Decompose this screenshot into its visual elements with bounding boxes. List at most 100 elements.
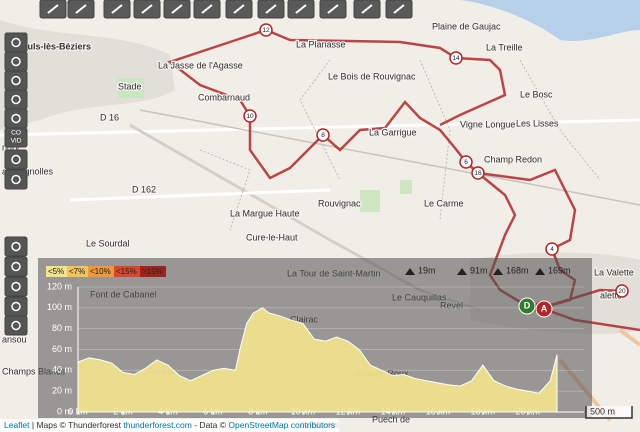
slope-legend-label: <5% (48, 267, 64, 276)
control-button[interactable] (4, 108, 28, 129)
waypoint-marker[interactable] (259, 23, 273, 37)
control-icon (11, 320, 21, 331)
toolbar-icon (47, 4, 59, 14)
place-label: La Treille (486, 42, 523, 52)
waypoint-label: 14 (452, 55, 460, 62)
y-tick-label: 80 m (52, 323, 72, 333)
place-label: ansou (2, 334, 27, 344)
scale-bar (585, 406, 633, 419)
slope-legend-label: >15% (142, 267, 163, 276)
place-label: Rouvignac (318, 198, 361, 208)
toolbar-icon (327, 4, 339, 14)
waypoint-marker[interactable] (471, 166, 485, 180)
control-button[interactable] (4, 256, 28, 277)
control-icon (11, 241, 21, 252)
slope-legend-swatch (67, 266, 88, 277)
waypoint-label: 20 (618, 288, 626, 295)
place-label: La Valette (594, 267, 634, 277)
waypoint-marker[interactable] (316, 128, 330, 142)
control-icon (11, 174, 21, 185)
place-label: D 162 (132, 184, 156, 194)
control-button[interactable] (4, 296, 28, 317)
place-label: Le Carme (424, 198, 464, 208)
toolbar-icon (201, 4, 213, 14)
control-icon (11, 281, 21, 292)
y-tick-label: 40 m (52, 365, 72, 375)
attribution-link[interactable]: thunderforest.com (123, 420, 192, 430)
place-label: La Garrigue (369, 127, 417, 137)
place-label: Le Sourdal (86, 238, 130, 248)
control-icon (11, 261, 21, 272)
y-tick-label: 120 m (47, 281, 72, 291)
attribution-link[interactable]: Leaflet (4, 420, 30, 430)
waypoint-label: 16 (474, 170, 482, 177)
place-label: Plaine de Gaujac (432, 21, 501, 31)
place-label: Stade (118, 81, 142, 91)
waypoint-label: 4 (550, 246, 554, 253)
place-label: La Margue Haute (230, 208, 300, 218)
waypoint-label: 8 (321, 132, 325, 139)
start-marker[interactable] (518, 297, 536, 315)
stat-icon (493, 268, 503, 275)
control-button[interactable] (4, 89, 28, 110)
toolbar-icon (361, 4, 373, 14)
place-label: Combarnaud (198, 92, 250, 102)
control-icon (11, 37, 21, 48)
waypoint-marker[interactable] (449, 51, 463, 65)
place-label: Les Lisses (516, 118, 559, 128)
toolbar-icon (171, 4, 183, 14)
covid-label: VID (11, 138, 22, 145)
control-button[interactable] (4, 236, 28, 257)
elevation-area (77, 307, 558, 413)
y-tick-label: 0 m (57, 406, 72, 416)
waypoint-marker[interactable] (615, 284, 629, 298)
waypoint-label: 6 (464, 159, 468, 166)
attribution-link[interactable]: OpenStreetMap contributors (228, 420, 336, 430)
start-label: D (524, 300, 531, 310)
covid-label: CO (11, 130, 21, 137)
elevation-stat: 19m (418, 265, 436, 275)
place-label: D 16 (100, 112, 119, 122)
y-tick-label: 20 m (52, 386, 72, 396)
elevation-stat: 168m (506, 265, 529, 275)
toolbar-icon (111, 4, 123, 14)
waypoint-marker[interactable] (243, 109, 257, 123)
place-label: Le Bois de Rouvignac (328, 71, 416, 81)
control-icon (11, 154, 21, 165)
slope-legend-label: <10% (90, 267, 111, 276)
toolbar-icon (141, 4, 153, 14)
waypoint-marker[interactable] (545, 242, 559, 256)
control-button[interactable] (4, 149, 28, 170)
elevation-stat: 91m (470, 265, 488, 275)
toolbar-icon (393, 4, 405, 14)
slope-legend-label: <15% (116, 267, 137, 276)
y-tick-label: 60 m (52, 344, 72, 354)
waypoint-label: 12 (262, 27, 270, 34)
stat-icon (535, 268, 545, 275)
waypoint-label: 10 (246, 113, 254, 120)
end-marker[interactable] (535, 300, 553, 318)
toolbar-icon (233, 4, 245, 14)
control-button[interactable] (4, 315, 28, 336)
toolbar-icon (265, 4, 277, 14)
place-label: La Jasse de l'Agasse (158, 60, 243, 70)
waypoint-marker[interactable] (459, 155, 473, 169)
control-icon (11, 56, 21, 67)
control-button[interactable] (4, 70, 28, 91)
place-label: Cure-le-Haut (246, 232, 298, 242)
toolbar-icon (295, 4, 307, 14)
place-label: Le Bosc (520, 89, 553, 99)
control-button[interactable] (4, 51, 28, 72)
slope-legend-label: <7% (69, 267, 85, 276)
toolbar (39, 0, 413, 19)
control-button[interactable] (4, 32, 28, 53)
end-label: A (541, 303, 548, 313)
control-button[interactable] (4, 169, 28, 190)
control-button[interactable] (4, 127, 28, 148)
attribution-text: | Maps © Thunderforest (29, 420, 124, 430)
control-button[interactable] (4, 276, 28, 297)
control-icon (11, 94, 21, 105)
